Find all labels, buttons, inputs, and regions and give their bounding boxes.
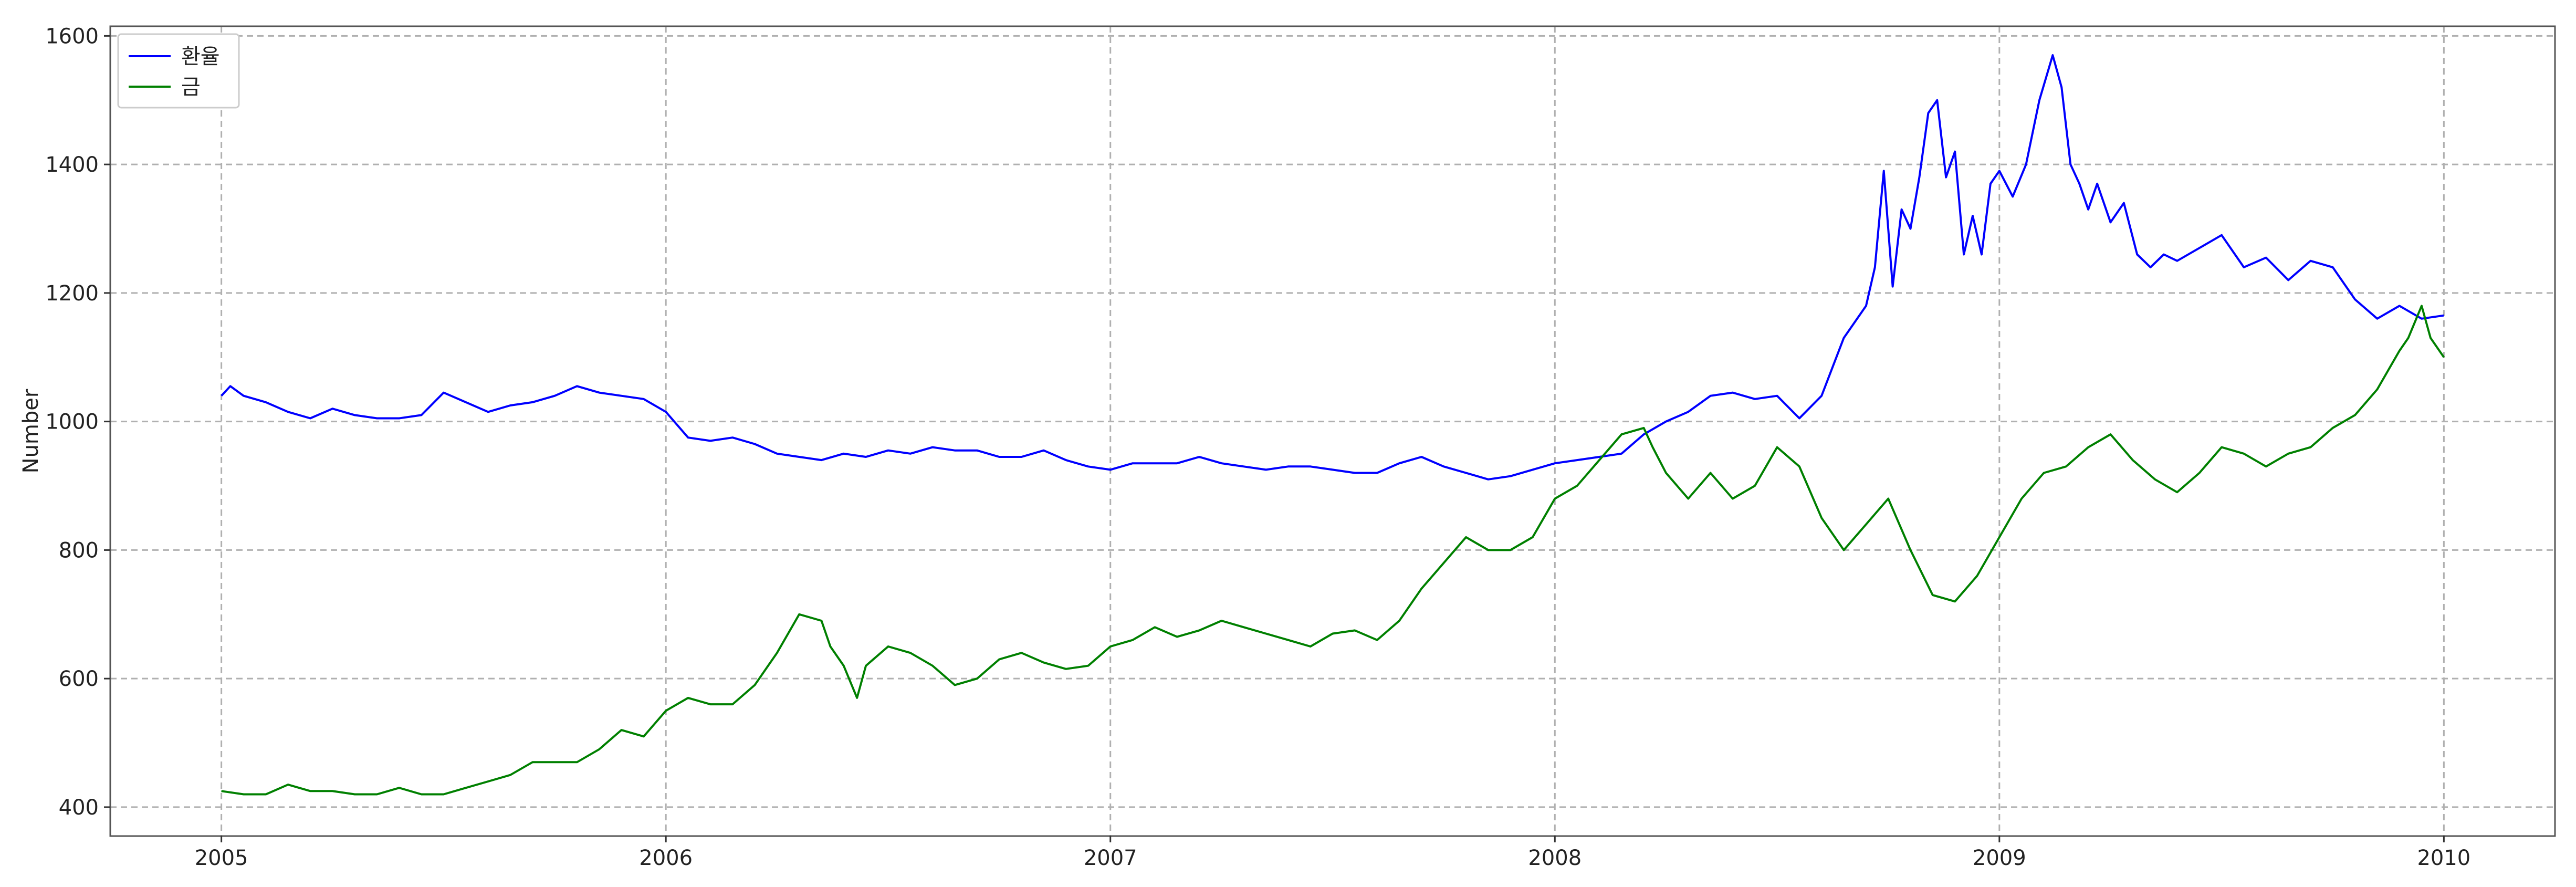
y-tick-label: 1600 <box>45 24 99 48</box>
y-tick-label: 600 <box>59 667 99 691</box>
y-tick-label: 1200 <box>45 281 99 306</box>
y-tick-label: 1000 <box>45 410 99 434</box>
y-tick-label: 800 <box>59 538 99 562</box>
x-tick-label: 2006 <box>639 846 693 870</box>
x-tick-label: 2009 <box>1973 846 2026 870</box>
legend-label-exchange-rate: 환율 <box>181 45 220 69</box>
x-tick-label: 2007 <box>1084 846 1137 870</box>
legend-label-gold: 금 <box>181 75 201 99</box>
plot-area-frame <box>109 25 2556 837</box>
tick-layer: 2005 2006 2007 2008 2009 2010 400 600 800 1000 120… <box>45 24 2470 870</box>
x-tick-label: 2005 <box>195 846 248 870</box>
x-tick-label: 2008 <box>1528 846 1582 870</box>
y-tick-label: 1400 <box>45 153 99 177</box>
series-line-gold <box>221 305 2445 796</box>
series-layer <box>221 54 2445 796</box>
y-axis-label: Number <box>19 389 43 473</box>
series-line-exchange-rate <box>221 54 2444 481</box>
legend-box <box>117 33 240 109</box>
grid-layer <box>110 26 2555 836</box>
y-tick-label: 400 <box>59 796 99 820</box>
x-tick-label: 2010 <box>2417 846 2470 870</box>
legend: 환율 금 <box>117 33 240 109</box>
